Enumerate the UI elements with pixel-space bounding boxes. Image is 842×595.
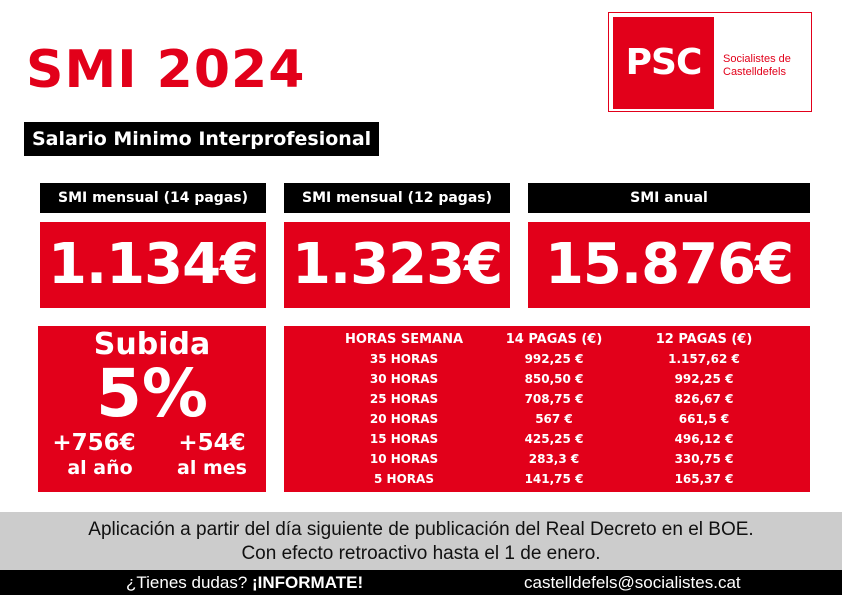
table-cell-12-pagas: 165,37 € xyxy=(674,472,734,486)
table-cell-12-pagas: 496,12 € xyxy=(674,432,734,446)
logo-text-line2: Castelldefels xyxy=(723,66,786,78)
card-header-monthly-12: SMI mensual (12 pagas) xyxy=(284,183,510,213)
card-value-annual: 15.876€ xyxy=(528,222,810,308)
table-cell-hours: 10 HORAS xyxy=(369,452,439,466)
table-cell-hours: 20 HORAS xyxy=(369,412,439,426)
table-row: 5 HORAS 141,75 € 165,37 € xyxy=(284,469,810,489)
table-header-12-pagas: 12 PAGAS (€) xyxy=(655,332,753,347)
table-cell-hours: 25 HORAS xyxy=(369,392,439,406)
card-value-monthly-14: 1.134€ xyxy=(40,222,266,308)
contact-prompt: ¿Tienes dudas? ¡INFORMATE! xyxy=(126,570,363,595)
table-cell-hours: 35 HORAS xyxy=(369,352,439,366)
table-row: 15 HORAS 425,25 € 496,12 € xyxy=(284,429,810,449)
table-row: 20 HORAS 567 € 661,5 € xyxy=(284,409,810,429)
table-cell-14-pagas: 425,25 € xyxy=(524,432,584,446)
increase-percent: 5% xyxy=(95,355,209,432)
hours-table: HORAS SEMANA 14 PAGAS (€) 12 PAGAS (€) 3… xyxy=(284,326,810,492)
card-header-annual: SMI anual xyxy=(528,183,810,213)
table-row: 30 HORAS 850,50 € 992,25 € xyxy=(284,369,810,389)
table-cell-14-pagas: 141,75 € xyxy=(524,472,584,486)
logo-text-line1: Socialistes de xyxy=(723,53,791,65)
psc-logo-mark: PSC xyxy=(613,17,714,109)
table-cell-12-pagas: 992,25 € xyxy=(674,372,734,386)
increase-monthly-amount: +54€ xyxy=(178,430,246,456)
psc-logo: PSC Socialistes de Castelldefels xyxy=(608,12,812,112)
notice-line2: Con efecto retroactivo hasta el 1 de ene… xyxy=(241,543,601,564)
page-title: SMI 2024 xyxy=(26,40,306,100)
table-cell-14-pagas: 850,50 € xyxy=(524,372,584,386)
page-subtitle: Salario Minimo Interprofesional xyxy=(24,122,380,156)
table-cell-14-pagas: 708,75 € xyxy=(524,392,584,406)
table-cell-hours: 15 HORAS xyxy=(369,432,439,446)
increase-monthly-unit: al mes xyxy=(177,457,247,479)
table-row: 25 HORAS 708,75 € 826,67 € xyxy=(284,389,810,409)
table-cell-12-pagas: 826,67 € xyxy=(674,392,734,406)
table-cell-14-pagas: 283,3 € xyxy=(528,452,580,466)
table-cell-hours: 5 HORAS xyxy=(374,472,434,486)
table-header-row: HORAS SEMANA 14 PAGAS (€) 12 PAGAS (€) xyxy=(284,330,810,350)
contact-cta: ¡INFORMATE! xyxy=(252,573,364,592)
contact-question: ¿Tienes dudas? xyxy=(126,573,248,592)
table-cell-12-pagas: 1.157,62 € xyxy=(668,352,740,366)
psc-logo-text: Socialistes de Castelldefels xyxy=(723,53,813,79)
contact-email[interactable]: castelldefels@socialistes.cat xyxy=(524,573,741,592)
table-cell-14-pagas: 567 € xyxy=(535,412,573,426)
table-header-14-pagas: 14 PAGAS (€) xyxy=(505,332,603,347)
table-header-hours: HORAS SEMANA xyxy=(344,332,464,347)
table-row: 10 HORAS 283,3 € 330,75 € xyxy=(284,449,810,469)
increase-annual-amount: +756€ xyxy=(52,430,136,456)
increase-annual-unit: al año xyxy=(67,457,133,479)
table-cell-hours: 30 HORAS xyxy=(369,372,439,386)
table-cell-14-pagas: 992,25 € xyxy=(524,352,584,366)
notice-band: Aplicación a partir del día siguiente de… xyxy=(0,512,842,570)
table-cell-12-pagas: 661,5 € xyxy=(678,412,730,426)
increase-box: Subida 5% +756€ +54€ al año al mes xyxy=(38,326,266,492)
notice-line1: Aplicación a partir del día siguiente de… xyxy=(88,519,754,540)
table-cell-12-pagas: 330,75 € xyxy=(674,452,734,466)
card-header-monthly-14: SMI mensual (14 pagas) xyxy=(40,183,266,213)
increase-label: Subida xyxy=(93,327,211,362)
contact-band: ¿Tienes dudas? ¡INFORMATE! castelldefels… xyxy=(0,570,842,595)
card-value-monthly-12: 1.323€ xyxy=(284,222,510,308)
table-row: 35 HORAS 992,25 € 1.157,62 € xyxy=(284,349,810,369)
